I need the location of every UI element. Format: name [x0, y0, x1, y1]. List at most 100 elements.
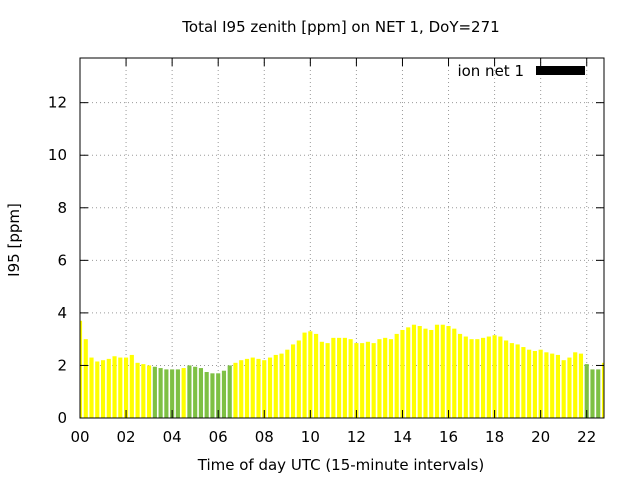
grid [80, 58, 604, 418]
bar [561, 360, 566, 418]
bar [527, 349, 532, 418]
bar [532, 350, 537, 418]
bar [463, 336, 468, 418]
y-tick-label: 2 [57, 356, 67, 374]
y-tick-label: 0 [57, 409, 67, 427]
bar [342, 337, 347, 418]
bar [509, 343, 514, 418]
bar [538, 349, 543, 418]
bar [267, 357, 273, 418]
y-tick-label: 10 [48, 146, 67, 164]
bar [100, 360, 106, 418]
bar [434, 324, 440, 418]
bar [452, 328, 457, 418]
bar [377, 339, 382, 418]
x-tick-label: 10 [301, 428, 320, 446]
bar [198, 368, 203, 418]
bar [308, 331, 313, 418]
bar [365, 341, 370, 418]
bar [383, 337, 388, 418]
legend-swatch [536, 66, 585, 75]
bar [158, 368, 163, 418]
y-tick-label: 8 [57, 199, 67, 217]
bar [170, 369, 175, 418]
bar [446, 326, 451, 418]
bar [296, 340, 301, 418]
bar [95, 361, 100, 418]
x-axis-label: Time of day UTC (15-minute intervals) [197, 456, 484, 474]
bar [279, 353, 284, 418]
bar [475, 339, 480, 418]
bar [123, 357, 129, 418]
bar [216, 373, 221, 418]
y-tick-label: 4 [57, 304, 67, 322]
bar [314, 333, 319, 418]
bar [302, 332, 307, 418]
x-tick-label: 08 [255, 428, 274, 446]
bar [164, 369, 169, 418]
bar [141, 364, 146, 418]
bar [152, 366, 157, 418]
ticks [79, 58, 604, 419]
bar [544, 352, 549, 418]
bar [360, 343, 365, 418]
bar [423, 328, 428, 418]
bar [319, 341, 324, 418]
bar [504, 340, 509, 418]
bar [481, 337, 486, 418]
bar [584, 364, 589, 418]
bar [400, 329, 405, 418]
bar [515, 344, 520, 418]
bar [210, 373, 215, 418]
y-axis-label: I95 [ppm] [5, 203, 23, 277]
bar [181, 368, 186, 418]
x-tick-label: 06 [209, 428, 228, 446]
bar [135, 362, 140, 418]
bar [250, 357, 255, 418]
bar [83, 339, 88, 418]
bar [244, 358, 250, 418]
bar [348, 339, 353, 418]
y-tick-label: 12 [48, 94, 67, 112]
x-tick-label: 18 [485, 428, 504, 446]
x-tick-label: 02 [117, 428, 136, 446]
bar [596, 369, 601, 418]
bar [394, 333, 399, 418]
bar [354, 343, 359, 418]
bar [521, 347, 526, 418]
bar [112, 356, 117, 418]
bar [331, 337, 336, 418]
bar [457, 333, 463, 418]
bar [440, 324, 445, 418]
bar [106, 358, 111, 418]
bar [273, 354, 278, 418]
bar [578, 353, 584, 418]
bars [80, 320, 604, 418]
x-tick-label: 22 [577, 428, 596, 446]
bar [492, 335, 497, 418]
bar [486, 336, 491, 418]
x-tick-label: 04 [163, 428, 182, 446]
y-tick-label: 6 [57, 251, 67, 269]
x-tick-label: 14 [393, 428, 412, 446]
bar [227, 365, 232, 418]
bar [573, 352, 578, 418]
bar [204, 372, 209, 418]
bar [221, 370, 227, 418]
bar [388, 339, 394, 418]
bar [262, 360, 267, 418]
bar [411, 324, 417, 418]
bar [325, 343, 330, 418]
bar [469, 339, 474, 418]
bar [89, 357, 94, 418]
bar [550, 353, 555, 418]
bar [175, 369, 180, 418]
bar [406, 327, 411, 418]
x-tick-label: 00 [70, 428, 89, 446]
x-tick-label: 20 [531, 428, 550, 446]
bar [129, 354, 134, 418]
legend-label: ion net 1 [457, 62, 524, 80]
bar [371, 343, 376, 418]
bar [118, 357, 123, 418]
